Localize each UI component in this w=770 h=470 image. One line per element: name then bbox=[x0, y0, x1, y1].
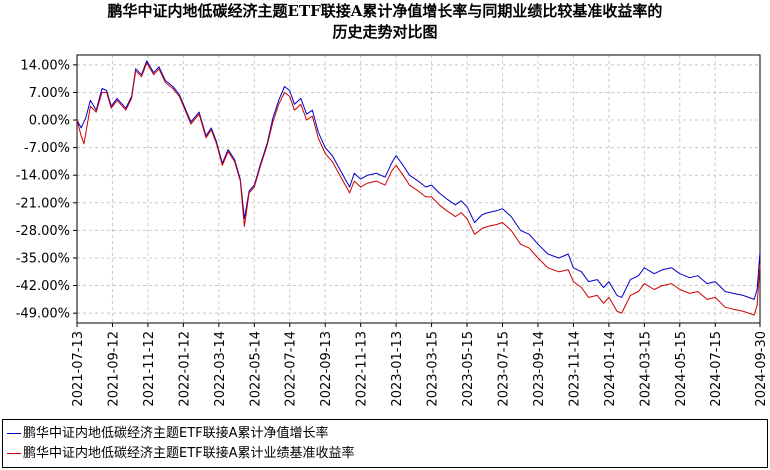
legend-swatch-nav bbox=[7, 433, 21, 434]
legend-item-nav: 鹏华中证内地低碳经济主题ETF联接A累计净值增长率 bbox=[7, 424, 329, 444]
x-tick-label: 2023-09-14 bbox=[532, 331, 547, 407]
x-tick-label: 2023-07-15 bbox=[496, 331, 511, 407]
y-tick-label: 7.00% bbox=[29, 86, 70, 101]
y-tick-label: -21.00% bbox=[16, 196, 70, 211]
plot-frame bbox=[76, 54, 761, 324]
chart-title-line-1: 鹏华中证内地低碳经济主题ETF联接A累计净值增长率与同期业绩比较基准收益率的 bbox=[107, 2, 663, 20]
y-tick-label: -35.00% bbox=[16, 251, 70, 266]
legend-item-benchmark: 鹏华中证内地低碳经济主题ETF联接A累计业绩基准收益率 bbox=[7, 444, 355, 464]
x-tick-label: 2023-01-13 bbox=[390, 331, 405, 407]
x-tick-label: 2022-05-14 bbox=[248, 331, 263, 407]
y-tick-label: -28.00% bbox=[16, 224, 70, 239]
y-tick-label: -14.00% bbox=[16, 169, 70, 184]
chart-title-line-2: 历史走势对比图 bbox=[332, 23, 438, 41]
x-tick-label: 2022-01-12 bbox=[177, 331, 192, 407]
x-tick-label: 2022-03-14 bbox=[213, 331, 228, 407]
y-tick-label: -49.00% bbox=[16, 307, 70, 322]
series-line-nav bbox=[76, 60, 761, 300]
x-tick-label: 2021-07-13 bbox=[71, 331, 86, 407]
y-tick-label: -42.00% bbox=[16, 279, 70, 294]
x-tick-label: 2024-09-30 bbox=[754, 331, 769, 407]
legend: 鹏华中证内地低碳经济主题ETF联接A累计净值增长率 鹏华中证内地低碳经济主题ET… bbox=[2, 419, 768, 468]
series-line-benchmark bbox=[76, 62, 761, 316]
legend-label-benchmark: 鹏华中证内地低碳经济主题ETF联接A累计业绩基准收益率 bbox=[23, 446, 355, 461]
x-tick-label: 2022-07-14 bbox=[284, 331, 299, 407]
x-tick-label: 2024-07-15 bbox=[709, 331, 724, 407]
line-chart: 14.00% 7.00% 0.00% -7.00% -14.00% -21.00% -28.… bbox=[16, 54, 769, 407]
x-tick-label: 2024-01-14 bbox=[603, 331, 618, 407]
x-tick-label: 2022-09-13 bbox=[319, 331, 334, 407]
x-tick-label: 2021-09-12 bbox=[106, 331, 121, 407]
y-tick-label: -7.00% bbox=[24, 141, 70, 156]
x-tick-label: 2023-03-15 bbox=[426, 331, 441, 407]
legend-swatch-benchmark bbox=[7, 453, 21, 454]
x-tick-label: 2022-11-13 bbox=[355, 331, 370, 407]
y-tick-label: 0.00% bbox=[29, 114, 70, 129]
x-tick-label: 2023-05-15 bbox=[461, 331, 476, 407]
x-tick-label: 2021-11-12 bbox=[142, 331, 157, 407]
y-tick-label: 14.00% bbox=[20, 58, 70, 73]
x-tick-label: 2024-05-15 bbox=[674, 331, 689, 407]
x-tick-label: 2023-11-14 bbox=[567, 331, 582, 407]
legend-label-nav: 鹏华中证内地低碳经济主题ETF联接A累计净值增长率 bbox=[23, 426, 329, 441]
x-tick-label: 2024-03-15 bbox=[638, 331, 653, 407]
